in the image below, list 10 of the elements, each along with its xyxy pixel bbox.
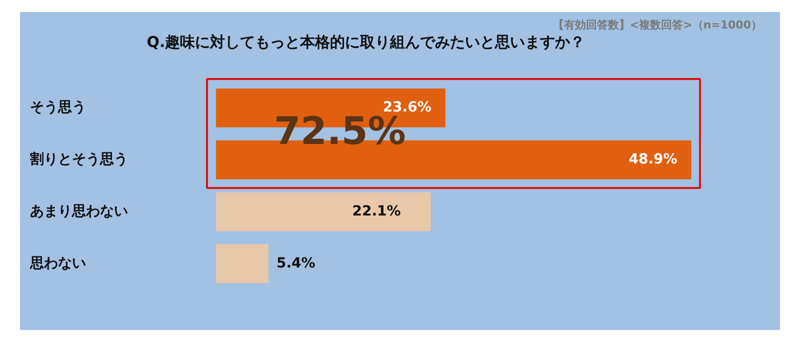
y-tick-label: そう思う bbox=[30, 100, 86, 116]
bar bbox=[216, 192, 431, 232]
y-tick-label: あまり思わない bbox=[30, 203, 128, 220]
y-tick-label: 割りとそう思う bbox=[29, 150, 128, 168]
data-label: 48.9% bbox=[628, 151, 678, 168]
bar bbox=[216, 244, 268, 284]
chart-title: Q.趣味に対してもっと本格的に取り組んでみたいと思いますか？ bbox=[146, 32, 586, 51]
data-label: 5.4% bbox=[276, 255, 316, 272]
chart-subtitle: 【有効回答数】<複数回答>（n=1000） bbox=[552, 18, 762, 32]
data-label: 22.1% bbox=[352, 203, 401, 220]
